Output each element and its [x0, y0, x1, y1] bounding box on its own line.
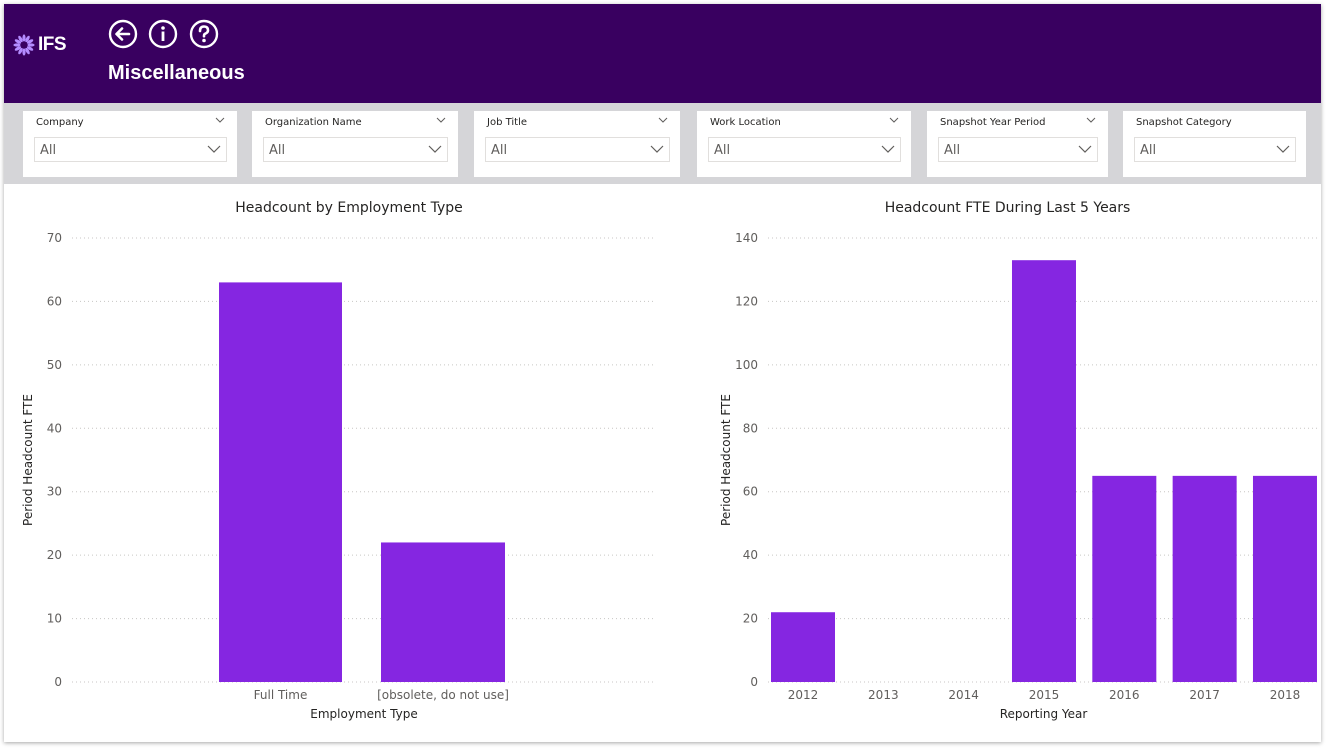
y-tick-label: 140 [735, 231, 758, 245]
report-header: IFS Miscellaneous [4, 4, 1321, 103]
bar [1172, 475, 1237, 682]
x-tick-label: 2018 [1270, 688, 1301, 702]
slicer-label: Organization Name [265, 117, 362, 128]
y-tick-label: 70 [47, 231, 62, 245]
slicer-dropdown[interactable]: All [485, 137, 670, 162]
y-tick-label: 30 [47, 485, 62, 499]
chevron-down-icon [1078, 145, 1092, 153]
employment-type-chart: Headcount by Employment Type 0 10 20 30 40 50… [4, 184, 694, 742]
headcount-years-chart: Headcount FTE During Last 5 Years 0 20 40 6… [694, 184, 1321, 742]
slicer-value: All [269, 143, 286, 158]
chart-plot: 0 20 40 60 80 100 120 140 2012 2013 2014 2015 2016 20… [719, 231, 1319, 721]
logo-text: IFS [38, 34, 67, 55]
back-button[interactable] [108, 19, 138, 49]
x-tick-label: 2014 [948, 688, 979, 702]
organization-name-slicer[interactable]: Organization Name All [252, 111, 458, 177]
y-tick-label: 60 [743, 485, 758, 499]
y-tick-label: 0 [54, 675, 62, 689]
chevron-down-icon[interactable] [436, 116, 446, 124]
x-tick-label: Full Time [254, 688, 308, 702]
bar [771, 612, 835, 682]
info-button[interactable] [148, 19, 178, 49]
slicer-label: Snapshot Year Period [940, 117, 1046, 128]
page-title: Miscellaneous [108, 62, 245, 84]
slicer-value: All [944, 143, 961, 158]
bar [381, 542, 505, 682]
y-tick-label: 100 [735, 358, 758, 372]
info-icon [148, 19, 178, 49]
ifs-logo: IFS [13, 34, 67, 56]
help-button[interactable] [189, 19, 219, 49]
bar [1252, 475, 1317, 682]
y-tick-label: 40 [47, 421, 62, 435]
slicer-dropdown[interactable]: All [263, 137, 448, 162]
slicer-label: Company [36, 117, 84, 128]
snapshot-category-slicer[interactable]: Snapshot Category All [1123, 111, 1306, 177]
slicer-dropdown[interactable]: All [708, 137, 901, 162]
chevron-down-icon[interactable] [1086, 116, 1096, 124]
chart-title: Headcount by Employment Type [235, 200, 463, 216]
x-tick-label: [obsolete, do not use] [377, 688, 509, 702]
slicer-label: Work Location [710, 117, 781, 128]
chart-title: Headcount FTE During Last 5 Years [884, 200, 1131, 216]
y-tick-label: 120 [735, 294, 758, 308]
x-tick-label: 2013 [868, 688, 899, 702]
chevron-down-icon [428, 145, 442, 153]
x-axis-title: Employment Type [310, 707, 417, 721]
chevron-down-icon [207, 145, 221, 153]
chevron-down-icon[interactable] [658, 116, 668, 124]
x-axis-title: Reporting Year [1000, 707, 1088, 721]
y-tick-label: 80 [743, 421, 758, 435]
job-title-slicer[interactable]: Job Title All [474, 111, 680, 177]
y-tick-label: 0 [750, 675, 758, 689]
work-location-slicer[interactable]: Work Location All [697, 111, 911, 177]
x-tick-label: 2017 [1189, 688, 1220, 702]
x-tick-label: 2015 [1029, 688, 1060, 702]
bar [1011, 260, 1076, 682]
chart-plot: 0 10 20 30 40 50 60 70 Full Time [obsolete, do no… [21, 231, 656, 721]
chevron-down-icon[interactable] [215, 116, 225, 124]
slicer-value: All [1140, 143, 1157, 158]
help-icon [189, 19, 219, 49]
y-tick-label: 40 [743, 548, 758, 562]
snapshot-year-period-slicer[interactable]: Snapshot Year Period All [927, 111, 1108, 177]
slicer-value: All [714, 143, 731, 158]
chevron-down-icon [881, 145, 895, 153]
x-tick-label: 2016 [1109, 688, 1140, 702]
y-axis-title: Period Headcount FTE [21, 394, 35, 526]
report-canvas: IFS Miscellaneous Company [4, 4, 1321, 742]
back-icon [108, 19, 138, 49]
slicer-dropdown[interactable]: All [1134, 137, 1296, 162]
y-tick-label: 10 [47, 612, 62, 626]
x-tick-label: 2012 [788, 688, 819, 702]
bar [1092, 475, 1157, 682]
y-axis-title: Period Headcount FTE [719, 394, 733, 526]
y-tick-label: 60 [47, 294, 62, 308]
chevron-down-icon [1276, 145, 1290, 153]
slicer-value: All [491, 143, 508, 158]
slicer-dropdown[interactable]: All [938, 137, 1098, 162]
ifs-sun-icon [13, 34, 35, 56]
chevron-down-icon[interactable] [889, 116, 899, 124]
company-slicer[interactable]: Company All [23, 111, 237, 177]
chevron-down-icon [650, 145, 664, 153]
slicer-label: Job Title [487, 117, 528, 128]
slicer-dropdown[interactable]: All [34, 137, 227, 162]
filter-bar: Company All Organization Name All Job Ti… [4, 103, 1321, 184]
slicer-value: All [40, 143, 57, 158]
y-tick-label: 20 [743, 612, 758, 626]
y-tick-label: 50 [47, 358, 62, 372]
bar [219, 282, 342, 682]
y-tick-label: 20 [47, 548, 62, 562]
slicer-label: Snapshot Category [1136, 117, 1232, 128]
